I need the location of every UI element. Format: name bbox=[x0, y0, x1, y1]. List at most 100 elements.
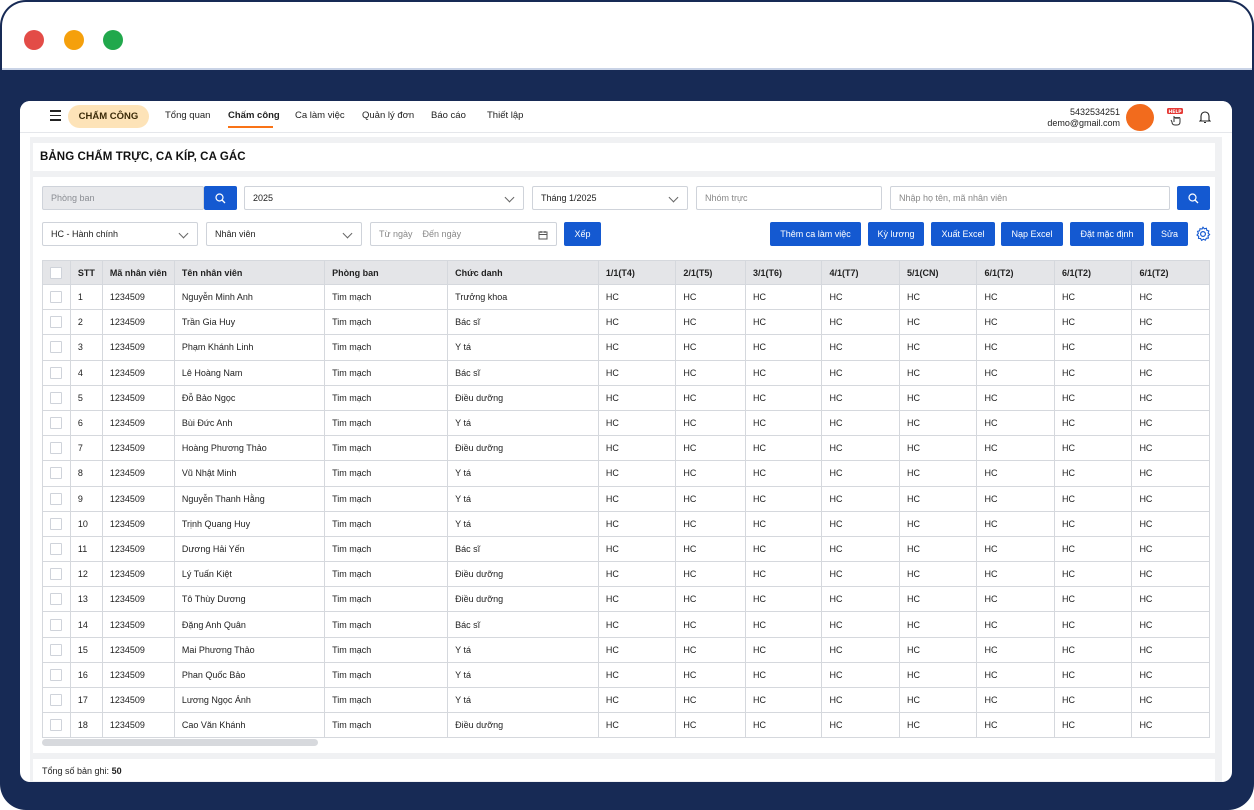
table-cell[interactable]: HC bbox=[821, 435, 900, 462]
table-cell[interactable]: HC bbox=[976, 485, 1055, 512]
table-cell[interactable]: HC bbox=[675, 485, 746, 512]
pay-period-button[interactable]: Kỳ lương bbox=[868, 222, 924, 246]
brand-pill[interactable]: CHẤM CÔNG bbox=[68, 105, 149, 128]
table-cell[interactable]: HC bbox=[1131, 309, 1210, 336]
table-cell[interactable]: HC bbox=[1131, 485, 1210, 512]
table-cell[interactable]: HC bbox=[744, 561, 823, 588]
table-cell[interactable]: HC bbox=[675, 283, 746, 311]
table-cell[interactable]: HC bbox=[898, 435, 978, 462]
table-cell[interactable]: HC bbox=[1131, 334, 1210, 361]
table-cell[interactable]: HC bbox=[675, 384, 746, 411]
department-search-button[interactable] bbox=[204, 186, 237, 210]
column-header[interactable]: Phòng ban bbox=[324, 260, 449, 285]
table-cell[interactable]: Tim mạch bbox=[324, 561, 449, 588]
table-cell[interactable]: 1234509 bbox=[101, 586, 175, 613]
table-cell[interactable]: Mai Phương Thảo bbox=[173, 636, 326, 663]
table-cell[interactable]: Y tá bbox=[447, 409, 599, 437]
table-cell[interactable]: HC bbox=[675, 661, 746, 689]
table-cell[interactable]: HC bbox=[976, 510, 1055, 537]
nav-link-reports[interactable]: Báo cáo bbox=[431, 110, 466, 121]
table-cell[interactable]: HC bbox=[675, 309, 746, 336]
select-all-checkbox[interactable] bbox=[50, 266, 62, 279]
table-cell[interactable]: HC bbox=[898, 535, 978, 563]
table-cell[interactable]: Bùi Đức Anh bbox=[173, 409, 326, 437]
menu-icon[interactable] bbox=[50, 110, 61, 121]
table-cell[interactable]: Tim mạch bbox=[324, 535, 449, 563]
table-cell[interactable]: 1234509 bbox=[101, 309, 175, 336]
table-cell[interactable]: HC bbox=[744, 586, 823, 613]
table-cell[interactable]: HC bbox=[744, 435, 823, 462]
table-cell[interactable]: HC bbox=[976, 661, 1055, 689]
table-cell[interactable]: HC bbox=[1131, 661, 1210, 689]
arrange-button[interactable]: Xếp bbox=[564, 222, 601, 246]
table-cell[interactable]: HC bbox=[1053, 485, 1133, 512]
table-cell[interactable]: HC bbox=[744, 611, 823, 638]
nav-link-settings[interactable]: Thiết lập bbox=[487, 110, 524, 121]
table-cell[interactable]: HC bbox=[1131, 535, 1210, 563]
table-cell[interactable]: Điều dưỡng bbox=[447, 435, 599, 462]
row-checkbox[interactable] bbox=[50, 593, 62, 606]
table-cell[interactable]: HC bbox=[976, 359, 1055, 386]
table-cell[interactable]: 16 bbox=[69, 661, 103, 689]
row-checkbox[interactable] bbox=[50, 492, 62, 505]
table-cell[interactable]: HC bbox=[597, 309, 677, 336]
table-cell[interactable]: HC bbox=[1053, 586, 1133, 613]
table-cell[interactable]: Đặng Anh Quân bbox=[173, 611, 326, 638]
table-row[interactable]: 12 1234509 Lý Tuấn Kiệt Tim mạch Điều dưỡng H… bbox=[42, 561, 1210, 588]
table-cell[interactable]: HC bbox=[744, 510, 823, 537]
table-cell[interactable]: 1234509 bbox=[101, 435, 175, 462]
table-cell[interactable]: Lương Ngọc Ánh bbox=[173, 686, 326, 714]
column-header[interactable]: 4/1(T7) bbox=[821, 260, 900, 285]
table-cell[interactable]: HC bbox=[976, 712, 1055, 739]
table-cell[interactable]: Tim mạch bbox=[324, 510, 449, 537]
table-cell[interactable]: HC bbox=[675, 561, 746, 588]
table-cell[interactable]: Trịnh Quang Huy bbox=[173, 510, 326, 537]
table-cell[interactable]: Lê Hoàng Nam bbox=[173, 359, 326, 386]
table-row[interactable]: 3 1234509 Phạm Khánh Linh Tim mạch Y tá HC HC H… bbox=[42, 334, 1210, 361]
table-cell[interactable]: HC bbox=[597, 535, 677, 563]
table-cell[interactable]: Bác sĩ bbox=[447, 611, 599, 638]
table-cell[interactable]: HC bbox=[675, 510, 746, 537]
table-cell[interactable]: HC bbox=[821, 510, 900, 537]
table-cell[interactable]: Y tá bbox=[447, 460, 599, 487]
table-cell[interactable]: HC bbox=[744, 283, 823, 311]
table-cell[interactable]: HC bbox=[1131, 510, 1210, 537]
table-cell[interactable]: HC bbox=[976, 334, 1055, 361]
table-cell[interactable]: HC bbox=[976, 309, 1055, 336]
table-cell[interactable]: HC bbox=[597, 712, 677, 739]
table-cell[interactable]: HC bbox=[597, 510, 677, 537]
table-cell[interactable]: HC bbox=[821, 309, 900, 336]
row-checkbox[interactable] bbox=[50, 694, 62, 707]
table-cell[interactable]: Đỗ Bảo Ngọc bbox=[173, 384, 326, 411]
table-cell[interactable]: 2 bbox=[69, 309, 103, 336]
table-cell[interactable]: 7 bbox=[69, 435, 103, 462]
table-cell[interactable]: HC bbox=[1053, 661, 1133, 689]
table-cell[interactable]: HC bbox=[898, 460, 978, 487]
column-header[interactable]: STT bbox=[69, 260, 103, 285]
table-cell[interactable]: Tim mạch bbox=[324, 384, 449, 411]
table-row[interactable]: 4 1234509 Lê Hoàng Nam Tim mạch Bác sĩ HC HC HC… bbox=[42, 359, 1210, 386]
employee-select[interactable]: Nhân viên bbox=[206, 222, 362, 246]
table-cell[interactable]: HC bbox=[1131, 686, 1210, 714]
table-cell[interactable]: HC bbox=[1053, 636, 1133, 663]
table-cell[interactable]: HC bbox=[744, 309, 823, 336]
table-cell[interactable]: Y tá bbox=[447, 334, 599, 361]
table-cell[interactable]: HC bbox=[597, 611, 677, 638]
table-cell[interactable]: HC bbox=[976, 636, 1055, 663]
row-checkbox[interactable] bbox=[50, 467, 62, 480]
table-cell[interactable]: 1234509 bbox=[101, 485, 175, 512]
maximize-dot[interactable] bbox=[103, 30, 123, 50]
table-cell[interactable]: Tim mạch bbox=[324, 409, 449, 437]
table-cell[interactable]: HC bbox=[1053, 359, 1133, 386]
table-cell[interactable]: Tim mạch bbox=[324, 309, 449, 336]
table-cell[interactable]: Cao Văn Khánh bbox=[173, 712, 326, 739]
row-checkbox[interactable] bbox=[50, 568, 62, 581]
table-cell[interactable]: HC bbox=[744, 409, 823, 437]
table-cell[interactable]: HC bbox=[976, 460, 1055, 487]
table-cell[interactable]: HC bbox=[976, 283, 1055, 311]
table-cell[interactable]: HC bbox=[1131, 409, 1210, 437]
column-header[interactable]: Tên nhân viên bbox=[173, 260, 326, 285]
table-cell[interactable]: HC bbox=[744, 460, 823, 487]
search-button[interactable] bbox=[1177, 186, 1210, 210]
table-cell[interactable]: Trưởng khoa bbox=[447, 283, 599, 311]
